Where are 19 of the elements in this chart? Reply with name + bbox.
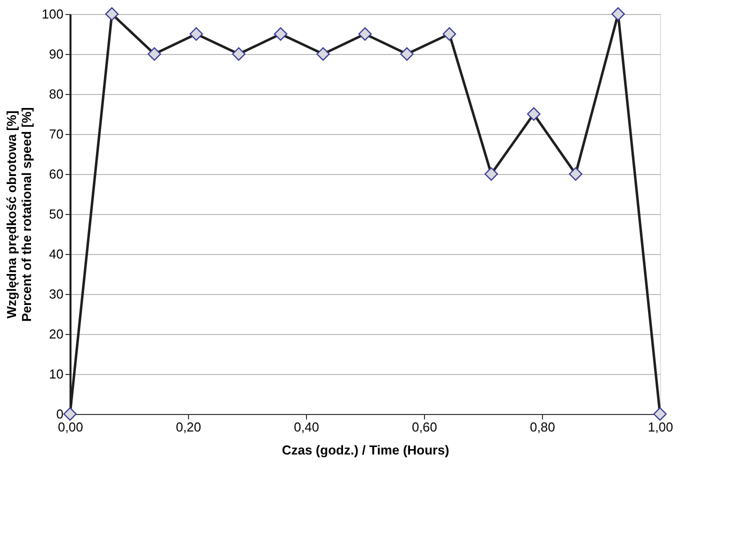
- y-tick-label: 60: [49, 166, 64, 182]
- y-tick-label: 70: [49, 126, 64, 142]
- y-tick-label: 30: [49, 286, 64, 302]
- x-tick-label: 0,60: [412, 420, 438, 434]
- y-axis-title: Względna prędkość obrotowa [%] Percent of the rotational speed [%]: [4, 107, 34, 322]
- x-tick-label: 0,80: [530, 420, 556, 434]
- y-tick-label: 90: [49, 46, 64, 62]
- y-tick-label: 0: [56, 406, 64, 422]
- y-tick-label: 20: [49, 326, 64, 342]
- y-tick-label: 10: [49, 366, 64, 382]
- x-tick-label: 1,00: [648, 420, 674, 434]
- x-tick-label: 0,20: [176, 420, 202, 434]
- x-tick-label: 0,00: [58, 420, 84, 434]
- y-tick-label: 40: [49, 246, 64, 262]
- y-tick-label: 100: [42, 6, 64, 22]
- y-tick-label: 50: [49, 206, 64, 222]
- x-axis-title: Czas (godz.) / Time (Hours): [282, 442, 450, 458]
- x-tick-label: 0,40: [294, 420, 320, 434]
- y-tick-label: 80: [49, 86, 64, 102]
